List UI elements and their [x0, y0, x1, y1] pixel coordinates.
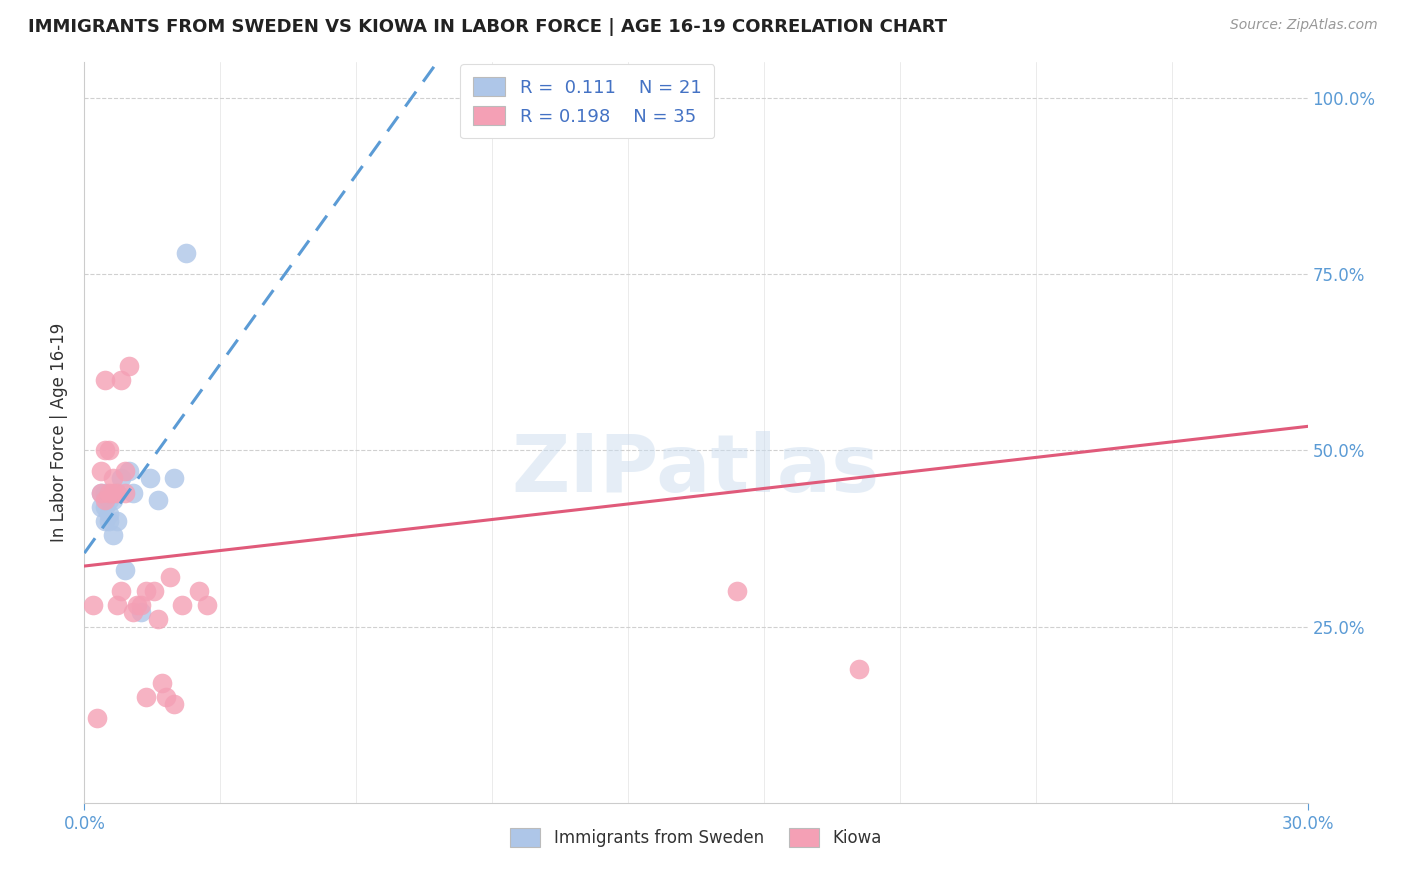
- Point: [97, 443, 120, 458]
- Y-axis label: In Labor Force | Age 16-19: In Labor Force | Age 16-19: [51, 323, 69, 542]
- Point: [105, 599, 128, 613]
- Point: [93, 492, 115, 507]
- Point: [138, 471, 160, 485]
- Point: [146, 612, 169, 626]
- Point: [93, 373, 115, 387]
- Point: [122, 606, 145, 620]
- Point: [90, 500, 112, 514]
- Point: [131, 599, 153, 613]
- Point: [163, 471, 186, 485]
- Point: [105, 485, 128, 500]
- Point: [97, 507, 120, 521]
- Point: [90, 464, 112, 478]
- Point: [135, 584, 157, 599]
- Point: [114, 485, 136, 500]
- Point: [159, 570, 181, 584]
- Point: [110, 373, 132, 387]
- Point: [114, 563, 136, 577]
- Point: [110, 584, 132, 599]
- Point: [110, 471, 132, 485]
- Point: [848, 662, 870, 676]
- Point: [93, 485, 115, 500]
- Point: [195, 599, 218, 613]
- Point: [105, 514, 128, 528]
- Point: [122, 485, 145, 500]
- Point: [101, 492, 124, 507]
- Point: [93, 514, 115, 528]
- Text: ZIPatlas: ZIPatlas: [512, 431, 880, 508]
- Point: [174, 245, 197, 260]
- Point: [146, 492, 169, 507]
- Point: [150, 676, 173, 690]
- Point: [93, 500, 115, 514]
- Point: [90, 485, 112, 500]
- Point: [172, 599, 194, 613]
- Point: [163, 697, 186, 711]
- Point: [118, 464, 141, 478]
- Point: [114, 464, 136, 478]
- Point: [725, 584, 748, 599]
- Point: [93, 443, 115, 458]
- Point: [101, 528, 124, 542]
- Point: [135, 690, 157, 704]
- Point: [90, 485, 112, 500]
- Text: IMMIGRANTS FROM SWEDEN VS KIOWA IN LABOR FORCE | AGE 16-19 CORRELATION CHART: IMMIGRANTS FROM SWEDEN VS KIOWA IN LABOR…: [28, 18, 948, 36]
- Legend: Immigrants from Sweden, Kiowa: Immigrants from Sweden, Kiowa: [503, 822, 889, 854]
- Point: [127, 599, 149, 613]
- Point: [155, 690, 177, 704]
- Point: [118, 359, 141, 373]
- Point: [131, 606, 153, 620]
- Point: [97, 485, 120, 500]
- Point: [82, 599, 104, 613]
- Point: [97, 514, 120, 528]
- Point: [101, 485, 124, 500]
- Point: [105, 485, 128, 500]
- Point: [187, 584, 209, 599]
- Text: Source: ZipAtlas.com: Source: ZipAtlas.com: [1230, 18, 1378, 32]
- Point: [97, 492, 120, 507]
- Point: [142, 584, 165, 599]
- Point: [86, 711, 108, 725]
- Point: [101, 471, 124, 485]
